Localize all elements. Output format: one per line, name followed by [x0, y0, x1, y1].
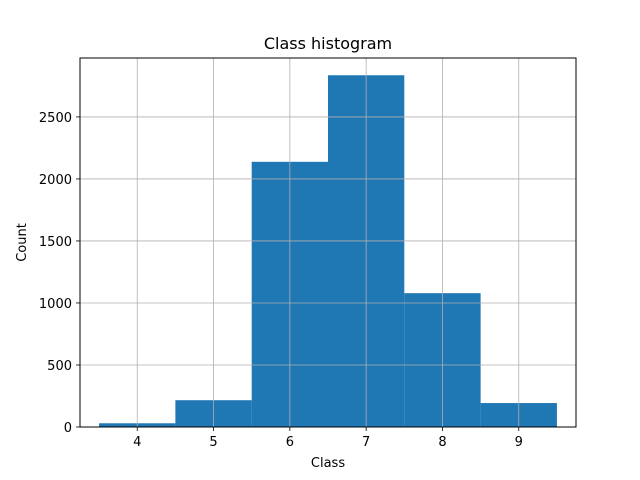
y-tick-label: 0 — [64, 421, 72, 436]
y-tick-label: 2000 — [39, 173, 72, 188]
y-tick-label: 1500 — [39, 235, 72, 250]
y-tick-label: 500 — [47, 359, 72, 374]
y-tick-label: 1000 — [39, 297, 72, 312]
y-tick-label: 2500 — [39, 111, 72, 126]
x-tick-label: 4 — [133, 435, 141, 450]
chart-title: Class histogram — [264, 34, 392, 53]
x-axis-label: Class — [311, 456, 345, 471]
plot-area-frame — [79, 57, 577, 428]
x-tick-label: 7 — [362, 435, 370, 450]
x-tick-label: 9 — [515, 435, 523, 450]
histogram-bars — [99, 75, 557, 428]
y-axis-label: Count — [15, 223, 30, 262]
x-tick-label: 8 — [438, 435, 446, 450]
axis-ticks: 4 5 6 7 8 9 0 500 1000 1500 2000 2500 — [39, 111, 523, 450]
x-tick-label: 6 — [286, 435, 294, 450]
x-tick-label: 5 — [209, 435, 217, 450]
